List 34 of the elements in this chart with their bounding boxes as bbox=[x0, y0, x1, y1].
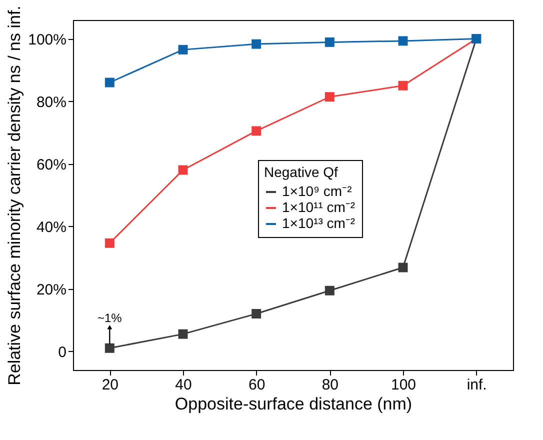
legend-label: 1×10¹¹ cm⁻² bbox=[282, 199, 356, 215]
annotation: ~1% bbox=[97, 311, 122, 326]
legend-label: 1×10¹³ cm⁻² bbox=[282, 215, 356, 231]
x-tick-label: inf. bbox=[466, 376, 487, 394]
point bbox=[398, 80, 408, 90]
point bbox=[324, 37, 334, 47]
point bbox=[104, 238, 114, 248]
point bbox=[324, 92, 334, 102]
point bbox=[178, 329, 188, 339]
x-tick-label: 60 bbox=[248, 376, 266, 394]
point bbox=[398, 36, 408, 46]
x-axis-title: Opposite-surface distance (nm) bbox=[174, 394, 412, 414]
y-tick-label: 80% bbox=[36, 94, 66, 111]
y-axis-title: Relative surface minority carrier density ns / ns inf. bbox=[5, 6, 24, 386]
point bbox=[324, 286, 334, 296]
x-tick-label: 40 bbox=[175, 376, 192, 394]
point bbox=[398, 262, 408, 272]
point bbox=[104, 78, 114, 88]
y-tick-label: 0 bbox=[58, 344, 66, 361]
x-tick-label: 20 bbox=[102, 376, 119, 394]
point bbox=[252, 126, 262, 136]
point bbox=[104, 343, 114, 353]
y-tick-label: 100% bbox=[28, 31, 66, 48]
point bbox=[178, 165, 188, 175]
x-tick-label: 100 bbox=[390, 376, 416, 394]
y-tick-label: 60% bbox=[36, 156, 66, 174]
point bbox=[178, 44, 188, 54]
x-tick-label: 80 bbox=[322, 376, 339, 394]
legend-label: 1×10⁹ cm⁻² bbox=[282, 183, 352, 199]
point bbox=[252, 39, 262, 49]
y-tick-label: 20% bbox=[36, 281, 66, 298]
point bbox=[252, 309, 262, 318]
y-tick-label: 40% bbox=[36, 218, 66, 236]
legend-title: Negative Qf bbox=[264, 164, 338, 180]
